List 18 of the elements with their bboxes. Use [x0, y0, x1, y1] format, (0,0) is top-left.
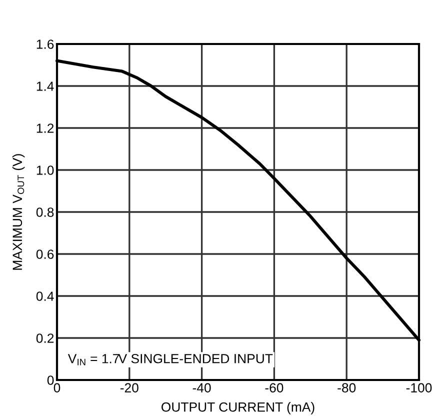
y-tick-label: 1.4	[36, 82, 54, 91]
y-tick-label: 0	[47, 376, 54, 385]
y-tick-label: 0.4	[36, 292, 54, 301]
x-tick-label: -20	[120, 383, 138, 392]
annotation: V$_{IN}$ = 1.7V SINGLE-ENDED INPUT	[68, 354, 273, 366]
y-tick-label: 1.2	[36, 124, 54, 133]
y-tick-label: 0.8	[36, 208, 54, 217]
y-axis-title: MAXIMUM V$_{OUT}$ (V)	[12, 154, 25, 270]
x-axis-title: OUTPUT CURRENT (mA)	[162, 402, 314, 414]
x-tick-label: 0	[54, 383, 60, 392]
y-tick-label: 0.6	[36, 250, 54, 259]
y-tick-label: 1.6	[36, 40, 54, 49]
x-tick-label: -60	[265, 383, 284, 392]
x-tick-label: -80	[338, 383, 356, 392]
y-tick-label: 1.0	[36, 166, 54, 175]
x-tick-label: -40	[192, 383, 211, 392]
x-tick-label: -100	[406, 383, 432, 392]
y-tick-label: 0.2	[36, 334, 54, 343]
